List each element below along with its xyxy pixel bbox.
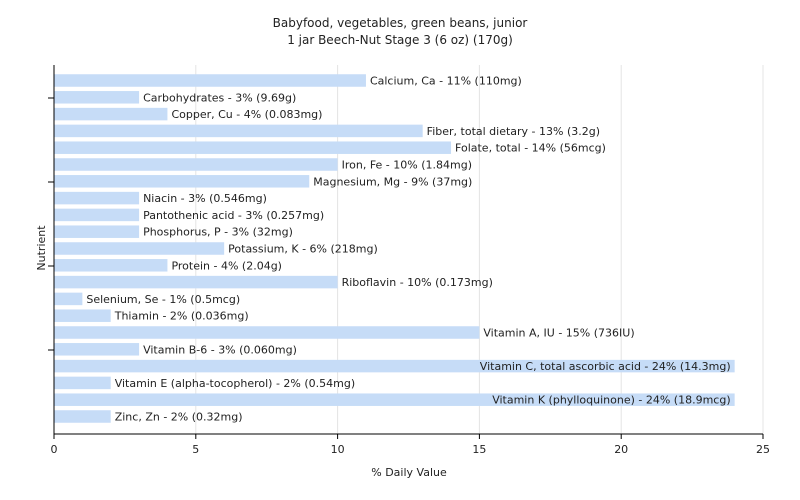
x-tick-label: 25 [756, 443, 770, 456]
bar [54, 309, 111, 322]
bar [54, 208, 140, 222]
bar-label: Fiber, total dietary - 13% (3.2g) [427, 125, 600, 138]
bar [54, 225, 140, 238]
bar-label: Protein - 4% (2.04g) [171, 259, 282, 272]
x-axis-label: % Daily Value [371, 466, 447, 479]
y-axis-label: Nutrient [35, 225, 48, 271]
bar [54, 410, 111, 423]
chart-subtitle: 1 jar Beech-Nut Stage 3 (6 oz) (170g) [287, 33, 513, 47]
bar-label: Pantothenic acid - 3% (0.257mg) [143, 209, 324, 222]
bar-label: Vitamin B-6 - 3% (0.060mg) [143, 343, 297, 356]
bar [54, 359, 735, 373]
bar-label: Calcium, Ca - 11% (110mg) [370, 75, 522, 88]
bar-label: Potassium, K - 6% (218mg) [228, 243, 378, 256]
axes: 0 5 10 15 20 25 [48, 65, 770, 456]
bar [54, 107, 168, 121]
bar-label: Thiamin - 2% (0.036mg) [114, 310, 249, 323]
x-tick-label: 5 [192, 443, 199, 456]
bar [54, 124, 423, 138]
bar [54, 376, 111, 390]
bar-label: Iron, Fe - 10% (1.84mg) [342, 159, 472, 172]
bar [54, 275, 338, 289]
bar [54, 175, 310, 188]
bar [54, 191, 140, 205]
bar-label: Vitamin C, total ascorbic acid - 24% (14… [480, 360, 731, 373]
bar [54, 242, 225, 255]
bar-label: Vitamin K (phylloquinone) - 24% (18.9mcg… [492, 394, 730, 407]
bar-label: Vitamin E (alpha-tocopherol) - 2% (0.54m… [115, 377, 355, 390]
bar-label: Zinc, Zn - 2% (0.32mg) [115, 411, 243, 424]
bar [54, 141, 452, 154]
bar-label: Selenium, Se - 1% (0.5mcg) [86, 293, 240, 306]
chart-title: Babyfood, vegetables, green beans, junio… [273, 16, 528, 30]
bar [54, 326, 480, 339]
bar [54, 74, 366, 87]
bar-label: Copper, Cu - 4% (0.083mg) [171, 108, 322, 121]
x-tick-label: 0 [51, 443, 58, 456]
bar-label: Carbohydrates - 3% (9.69g) [143, 91, 296, 104]
bar [54, 393, 735, 406]
bar-label: Vitamin A, IU - 15% (736IU) [483, 327, 634, 340]
bar-label: Magnesium, Mg - 9% (37mg) [313, 175, 472, 188]
bar-label: Riboflavin - 10% (0.173mg) [342, 276, 493, 289]
bar-label: Folate, total - 14% (56mcg) [455, 142, 606, 155]
bar-label: Phosphorus, P - 3% (32mg) [143, 226, 293, 239]
x-tick-label: 20 [614, 443, 628, 456]
x-tick-label: 15 [472, 443, 486, 456]
bar-label: Niacin - 3% (0.546mg) [143, 192, 267, 205]
bar [54, 259, 168, 272]
bar [54, 158, 338, 171]
bars: Calcium, Ca - 11% (110mg) Carbohydrates -… [54, 74, 735, 424]
bar [54, 343, 140, 356]
x-tick-label: 10 [331, 443, 345, 456]
bar [54, 292, 83, 306]
bar [54, 91, 140, 104]
